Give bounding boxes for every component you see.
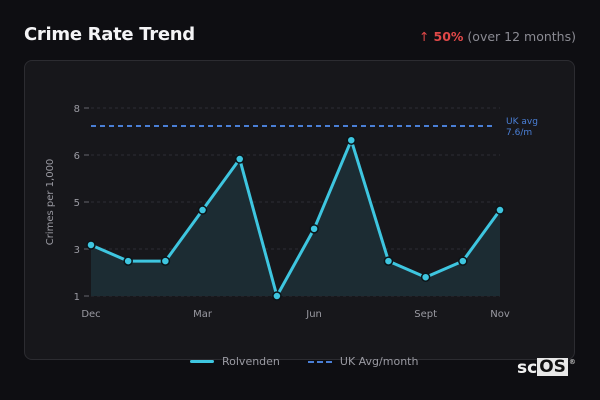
data-point[interactable] [160,256,171,266]
data-point[interactable] [197,205,208,215]
chart-legend: Rolvenden UK Avg/month [190,355,446,368]
legend-label: UK Avg/month [339,355,419,368]
legend-item-rolvenden[interactable]: Rolvenden [190,355,280,368]
y-tick-label: 8 [74,104,80,115]
x-tick-label: Mar [193,309,213,320]
change-period: (over 12 months) [467,29,576,44]
y-tick-label: 1 [74,292,80,303]
area-fill [91,140,500,296]
data-point[interactable] [383,256,394,266]
logo-text: sc [517,358,538,378]
data-point[interactable] [495,205,505,215]
x-tick-label: Nov [490,309,510,320]
change-indicator: ↑ 50% (over 12 months) [419,29,576,44]
legend-item-uk-avg[interactable]: UK Avg/month [307,355,419,368]
x-tick-label: Dec [81,309,100,320]
y-tick-label: 6 [74,151,80,162]
x-tick-label: Jun [305,309,322,320]
x-tick-label: Sept [414,309,437,320]
change-percent: 50% [433,29,464,44]
data-point[interactable] [123,256,133,266]
solid-line-icon [190,360,214,363]
dashed-line-icon [307,360,332,363]
legend-label: Rolvenden [222,355,280,368]
data-point[interactable] [309,224,319,234]
uk-avg-annotation-value: 7.6/m [506,128,532,138]
logo-text-box: OS [537,357,568,377]
chart-card [24,60,575,360]
scos-logo: sc OS ® [517,358,576,378]
series-line [90,138,502,298]
data-point[interactable] [346,135,357,145]
registered-mark: ® [568,358,576,366]
y-tick-label: 3 [74,245,80,256]
page-title: Crime Rate Trend [24,24,195,45]
uk-avg-annotation: UK avg [506,117,538,127]
data-point[interactable] [272,291,282,301]
y-axis-label: Crimes per 1,000 [45,159,56,246]
data-point[interactable] [234,154,245,164]
data-point[interactable] [86,240,96,250]
data-point[interactable] [420,272,431,282]
arrow-up-icon: ↑ [419,29,430,44]
data-point[interactable] [458,256,468,266]
y-tick-label: 5 [74,198,80,209]
